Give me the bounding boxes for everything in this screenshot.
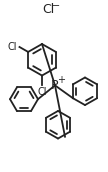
- Text: Cl: Cl: [37, 87, 47, 97]
- Text: Cl: Cl: [42, 3, 54, 16]
- Text: +: +: [57, 76, 65, 85]
- Text: −: −: [52, 1, 60, 11]
- Text: Cl: Cl: [8, 42, 17, 52]
- Text: P: P: [51, 79, 59, 92]
